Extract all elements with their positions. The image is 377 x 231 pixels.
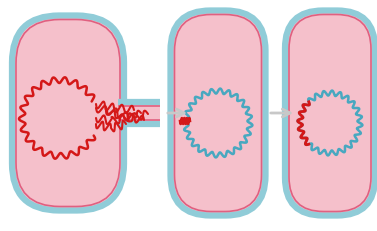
FancyBboxPatch shape: [285, 10, 375, 216]
FancyBboxPatch shape: [12, 15, 124, 210]
FancyBboxPatch shape: [170, 10, 265, 216]
Bar: [118, 102, 160, 124]
